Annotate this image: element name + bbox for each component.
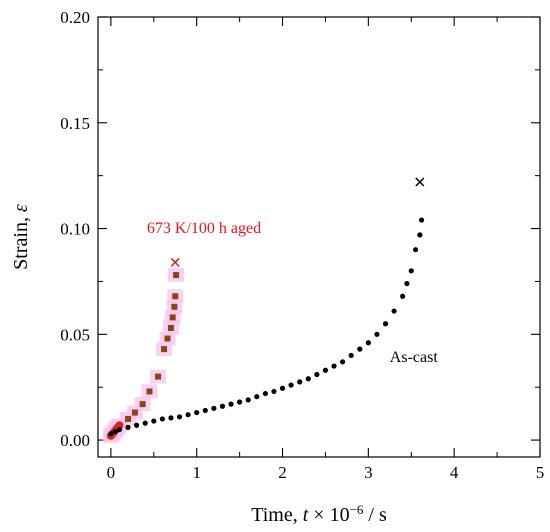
data-point — [161, 346, 168, 353]
data-point — [173, 272, 180, 279]
x-axis-label-exponent: −6 — [350, 502, 364, 517]
x-tick-label: 5 — [536, 463, 545, 482]
data-point — [176, 414, 183, 420]
data-point — [271, 388, 277, 395]
data-point — [202, 407, 208, 414]
data-point — [159, 416, 165, 422]
x-tick-label: 4 — [450, 463, 459, 482]
data-point — [417, 232, 423, 238]
fracture-marker-stroke — [415, 177, 425, 187]
x-axis-label-prefix: Time, — [251, 504, 303, 526]
data-point — [219, 403, 226, 409]
data-point — [211, 405, 217, 411]
data-point — [139, 401, 146, 408]
data-point — [194, 409, 200, 416]
data-point — [408, 268, 414, 274]
series-layer — [102, 177, 425, 443]
aged-series-label: 673 K/100 h aged — [147, 220, 261, 237]
y-tick-labels: 0.00 0.05 0.10 0.15 0.20 — [60, 8, 90, 450]
y-tick-label: 0.15 — [60, 114, 90, 133]
data-point — [374, 331, 380, 337]
data-point — [168, 415, 174, 421]
data-point — [108, 431, 114, 437]
axis-ticks — [98, 16, 541, 457]
data-point — [288, 382, 294, 388]
series-aged — [102, 257, 185, 443]
data-point — [125, 415, 132, 422]
data-point — [254, 394, 260, 400]
x-tick-label: 0 — [107, 463, 116, 482]
plot-frame — [97, 16, 541, 458]
data-point — [115, 421, 124, 430]
data-point — [314, 371, 320, 378]
y-axis-label-prefix: Strain, — [10, 212, 32, 270]
x-tick-label: 1 — [192, 463, 201, 482]
data-point — [146, 388, 153, 395]
data-point — [404, 280, 410, 287]
data-point — [331, 363, 337, 369]
data-point — [412, 247, 419, 253]
data-point — [125, 424, 131, 430]
as-cast-series-label: As-cast — [390, 349, 439, 366]
data-point — [348, 352, 354, 359]
data-point — [112, 429, 118, 435]
fracture-marker-stroke — [170, 257, 180, 267]
series-as-cast — [108, 177, 425, 437]
data-point — [172, 293, 179, 300]
annotation-layer: 673 K/100 h aged As-cast — [147, 220, 438, 366]
y-tick-label: 0.20 — [60, 8, 90, 27]
x-tick-label: 3 — [364, 463, 373, 482]
x-axis-label-var: t — [303, 504, 309, 526]
x-axis-label-mid: × 10 — [308, 504, 349, 526]
data-point — [365, 340, 371, 346]
data-point — [391, 308, 397, 314]
x-axis-label: Time, t × 10−6 / s — [251, 502, 387, 527]
y-tick-label: 0.00 — [60, 431, 90, 450]
fracture-marker — [170, 257, 180, 267]
data-point — [164, 335, 171, 342]
data-point — [262, 390, 268, 397]
data-point — [131, 409, 138, 416]
data-point — [382, 321, 389, 327]
data-point — [151, 418, 157, 424]
fracture-marker — [415, 177, 425, 187]
data-point — [134, 422, 140, 428]
data-point — [357, 346, 363, 352]
x-tick-labels: 0 1 2 3 4 5 — [107, 463, 545, 482]
data-point — [171, 303, 178, 310]
data-point — [245, 397, 251, 403]
data-point — [167, 324, 174, 331]
data-point — [155, 373, 162, 380]
data-point — [305, 376, 311, 382]
x-tick-label: 2 — [278, 463, 287, 482]
data-point — [400, 293, 406, 299]
data-point — [279, 385, 286, 391]
y-tick-label: 0.05 — [60, 325, 90, 344]
y-axis-label-var: ε — [10, 204, 32, 212]
data-point — [228, 401, 234, 407]
y-tick-label: 0.10 — [60, 220, 90, 239]
y-axis-label: Strain, ε — [10, 204, 32, 270]
data-point — [297, 379, 303, 385]
data-point — [418, 217, 425, 223]
data-point — [142, 420, 148, 426]
data-point — [116, 426, 123, 433]
data-point — [185, 412, 191, 418]
data-point — [322, 367, 329, 373]
x-axis-label-suffix: / s — [363, 504, 387, 526]
data-point — [169, 314, 176, 321]
data-point — [237, 399, 243, 405]
data-point — [340, 359, 346, 365]
